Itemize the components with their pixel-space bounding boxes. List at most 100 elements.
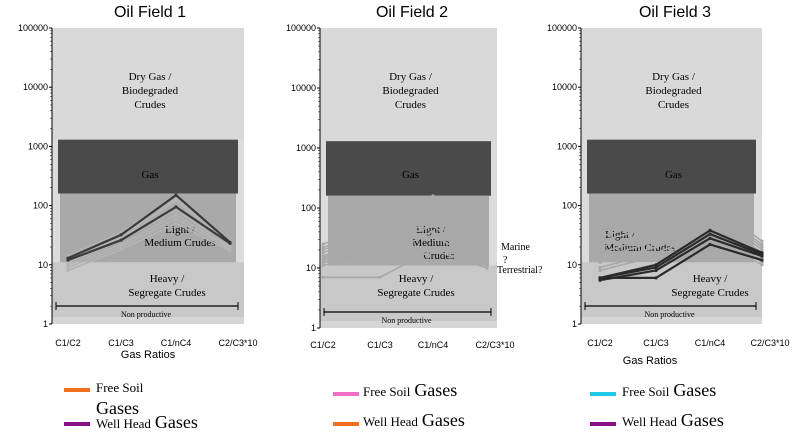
oil-field-2-panel: Oil Field 2 1 10 100 1000 10000 100000 Dry Gas …: [265, 0, 543, 437]
side-label-marine: Marine: [501, 242, 530, 253]
data-point: [66, 263, 70, 267]
data-point: [760, 254, 764, 258]
oil-field-1-panel: Oil Field 1 1 10 100 1000 10000 100000 Dry Gas …: [0, 0, 265, 437]
data-point: [654, 219, 658, 223]
data-point: [66, 258, 70, 262]
x-tick-label: C1/nC4: [695, 338, 726, 348]
data-point: [708, 232, 712, 236]
data-point: [598, 256, 602, 260]
x-tick-label: C1/C2: [310, 340, 336, 350]
y-tick-label: 1000: [28, 141, 48, 151]
region-label-light: Light /: [165, 224, 196, 236]
y-tick-label: 100000: [547, 23, 577, 33]
series-line-dark: [67, 205, 231, 262]
legend-label-free-soil: Free Soil: [96, 380, 144, 395]
x-tick-label: C1/C3: [367, 340, 393, 350]
data-point: [119, 238, 123, 242]
series-line-light: [67, 222, 231, 272]
region-label-gas: Gas: [141, 169, 158, 181]
region-label-dry-gas: Biodegraded: [645, 85, 702, 97]
y-tick-label: 1000: [296, 143, 316, 153]
legend-label-well-head: Well Head Gases: [622, 410, 724, 430]
data-point: [708, 221, 712, 225]
data-point: [321, 263, 325, 268]
y-tick-label: 1: [572, 319, 577, 329]
data-point: [66, 268, 70, 273]
data-point: [654, 213, 658, 217]
data-point: [654, 209, 658, 213]
region-label-light: Light /: [416, 224, 447, 236]
legend-label-free-soil: Free Soil Gases: [622, 380, 717, 400]
data-point: [378, 242, 382, 246]
series-line-dark: [600, 243, 763, 279]
data-point: [378, 233, 382, 237]
nonproductive-label: Non productive: [382, 316, 432, 325]
nonproductive-label: Non productive: [121, 310, 171, 319]
y-tick-label: 1000: [557, 141, 577, 151]
region-label-dry-gas: Biodegraded: [382, 85, 439, 97]
region-label-dry-gas: Dry Gas /: [389, 71, 433, 83]
x-axis-label: Gas Ratios: [121, 349, 176, 361]
series-line-light: [67, 208, 231, 264]
data-point: [378, 230, 382, 234]
data-point: [174, 217, 178, 221]
series-line-light: [322, 220, 488, 260]
data-point: [708, 236, 712, 240]
data-point: [174, 205, 178, 209]
y-tick-label: 10000: [552, 82, 577, 92]
y-tick-label: 1: [43, 319, 48, 329]
data-point: [598, 276, 602, 280]
series-line-light: [322, 198, 488, 252]
data-point: [174, 193, 178, 197]
data-point: [431, 210, 435, 214]
x-tick-label: C2/C3*10: [218, 338, 257, 348]
legend-label-well-head: Well Head Gases: [96, 412, 198, 432]
x-tick-label: C1/C2: [55, 338, 81, 348]
region-bottom: [581, 317, 762, 324]
data-point: [708, 224, 712, 228]
data-point: [119, 242, 123, 247]
oil-field-2-chart: Oil Field 2 1 10 100 1000 10000 100000 Dry Gas …: [286, 4, 543, 350]
data-point: [598, 268, 602, 273]
region-label-dry-gas: Crudes: [395, 99, 426, 111]
data-point: [485, 266, 489, 270]
data-point: [378, 227, 382, 231]
data-point: [66, 260, 70, 264]
y-tick-label: 100: [301, 203, 316, 213]
region-label-heavy: Heavy /: [399, 273, 434, 285]
series-line-light: [322, 231, 488, 264]
y-tick-label: 100000: [18, 23, 48, 33]
x-tick-label: C1/C3: [643, 338, 669, 348]
data-point: [321, 261, 325, 265]
y-tick-label: 100000: [286, 23, 316, 33]
y-tick-label: 10000: [291, 83, 316, 93]
region-label-dry-gas: Biodegraded: [122, 85, 179, 97]
data-point: [431, 206, 435, 210]
data-point: [598, 245, 602, 249]
data-point: [598, 265, 602, 270]
data-point: [598, 278, 602, 282]
series-line-light: [322, 207, 488, 255]
data-point: [431, 215, 435, 219]
series-line-light: [599, 217, 763, 256]
series-line-light: [322, 216, 488, 259]
data-point: [654, 263, 658, 267]
legend-label-well-head: Well Head Gases: [363, 410, 465, 430]
legend-swatch-free-soil: [590, 392, 616, 396]
data-point: [378, 245, 382, 250]
legend-swatch-well-head: [590, 422, 616, 426]
data-point: [654, 235, 658, 239]
data-point: [708, 217, 712, 221]
data-point: [431, 197, 435, 201]
y-tick-label: 10000: [23, 82, 48, 92]
data-point: [378, 222, 382, 226]
legend-label-free-soil: Free Soil Gases: [363, 380, 458, 400]
series-line-dark: [599, 229, 763, 279]
series-line-dark: [599, 232, 763, 279]
data-point: [598, 239, 602, 243]
legend-label-free-soil-gases: Gases: [96, 398, 139, 418]
data-point: [598, 251, 602, 255]
data-point: [708, 209, 712, 213]
x-tick-label: C1/nC4: [418, 340, 449, 350]
data-point: [654, 276, 658, 280]
